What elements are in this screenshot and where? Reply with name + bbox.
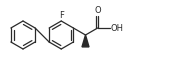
Polygon shape: [82, 35, 89, 47]
Text: F: F: [59, 10, 64, 20]
Text: O: O: [94, 6, 101, 15]
Text: OH: OH: [111, 24, 124, 32]
